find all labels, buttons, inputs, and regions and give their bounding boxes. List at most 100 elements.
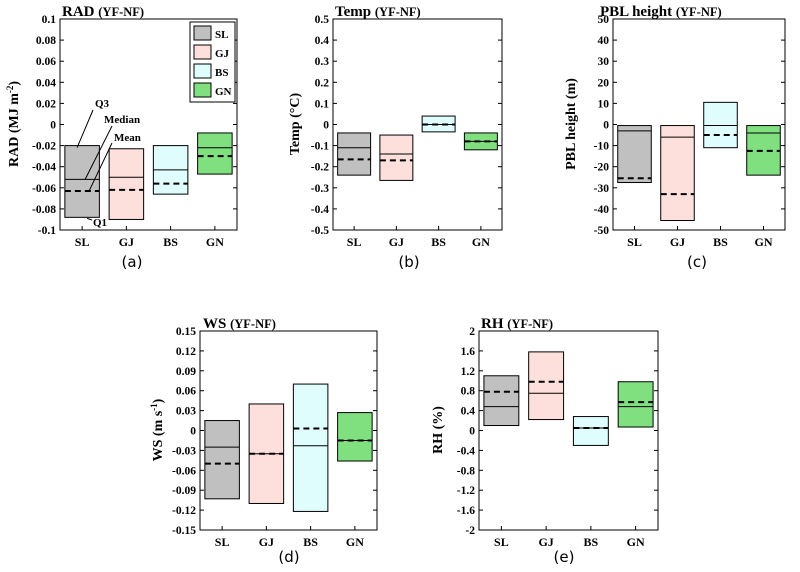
y-axis-label: Temp (°C) xyxy=(288,93,303,156)
chart-panel-2: -0.5 -0.4 -0.3 -0.2 -0.1 0 0.1 0.2 0.3 0.4 0.5 SL GJ… xyxy=(288,4,503,271)
y-tick-label: -40 xyxy=(594,204,610,216)
y-tick-label: 0 xyxy=(603,120,609,132)
x-tick-label-GN: GN xyxy=(472,235,490,249)
y-tick-label: -0.4 xyxy=(311,204,329,216)
chart-title-main: Temp xyxy=(335,4,375,20)
chart-panel-3: -50 -40 -30 -20 -10 0 10 20 30 40 50 SL GJ BS GN PBL he… xyxy=(564,4,786,271)
x-tick-label-GN: GN xyxy=(346,535,364,549)
median-annotation: Median xyxy=(104,114,140,126)
legend-swatch-GN xyxy=(193,82,212,98)
box-BS xyxy=(703,101,738,149)
x-tick-label-SL: SL xyxy=(627,235,642,249)
y-tick-label: 0.06 xyxy=(176,386,196,398)
box-GN xyxy=(337,412,373,462)
plot-frame xyxy=(332,18,503,231)
box-SL xyxy=(337,132,372,176)
q3-pointer xyxy=(76,109,94,148)
median-pointer xyxy=(84,125,113,180)
x-tick-label-SL: SL xyxy=(215,535,230,549)
y-axis-label-exp: -1 xyxy=(149,403,159,411)
box-GN xyxy=(197,132,233,175)
chart-title: WS (YF-NF) xyxy=(203,316,276,332)
y-axis-label-exp: -2 xyxy=(5,85,15,93)
panel-caption: (c) xyxy=(687,253,707,271)
y-tick-label: 0.4 xyxy=(461,406,476,418)
box-SL xyxy=(617,125,652,184)
q1-annotation: Q1 xyxy=(93,217,107,229)
q3-annotation: Q3 xyxy=(95,98,110,110)
x-tick-label-BS: BS xyxy=(584,535,599,549)
y-tick-label: 0 xyxy=(190,426,196,438)
x-tick-label-GJ: GJ xyxy=(119,235,134,249)
y-tick-label: -0.3 xyxy=(311,183,329,195)
y-axis-label: PBL height (m) xyxy=(564,78,579,170)
y-tick-label: 0.08 xyxy=(36,35,56,47)
x-tick-label-BS: BS xyxy=(431,235,446,249)
chart-title-suffix: (YF-NF) xyxy=(98,5,144,19)
legend-swatch-GJ xyxy=(193,44,212,60)
y-tick-label: 0 xyxy=(50,120,56,132)
chart-title-suffix: (YF-NF) xyxy=(676,5,722,19)
x-tick-label-BS: BS xyxy=(163,235,178,249)
y-tick-label: 0.3 xyxy=(315,56,330,68)
chart-title: RH (YF-NF) xyxy=(481,316,553,332)
y-axis-label: WS (m s-1) xyxy=(149,398,166,461)
y-tick-label: -0.06 xyxy=(172,465,196,477)
y-tick-label: -0.1 xyxy=(38,225,56,237)
y-tick-label: 40 xyxy=(598,35,610,47)
y-tick-label: -0.12 xyxy=(172,505,196,517)
box-GJ xyxy=(528,351,565,421)
y-tick-label: -0.09 xyxy=(172,485,196,497)
x-tick-label-GN: GN xyxy=(206,235,224,249)
chart-title-suffix: (YF-NF) xyxy=(507,317,553,331)
y-tick-label: -10 xyxy=(594,141,610,153)
y-axis-label: RAD (MJ m-2) xyxy=(5,81,22,167)
box-SL xyxy=(204,420,240,500)
y-tick-label: -0.5 xyxy=(311,225,329,237)
chart-title: RAD (YF-NF) xyxy=(62,4,144,20)
y-tick-label: 0.8 xyxy=(461,386,476,398)
mean-annotation: Mean xyxy=(114,132,141,144)
legend-label-GN: GN xyxy=(215,86,232,98)
y-tick-label: -0.08 xyxy=(32,204,56,216)
y-tick-label: -30 xyxy=(594,183,610,195)
x-tick-label-GJ: GJ xyxy=(259,535,274,549)
x-tick-label-GJ: GJ xyxy=(538,535,553,549)
chart-title: Temp (YF-NF) xyxy=(335,4,421,20)
y-tick-label: -1.2 xyxy=(457,485,475,497)
y-tick-label: 0.1 xyxy=(315,98,330,110)
x-tick-label-SL: SL xyxy=(75,235,90,249)
y-tick-label: -0.4 xyxy=(457,445,475,457)
legend: SL GJ BS GN xyxy=(189,21,236,103)
y-axis-label: RH (%) xyxy=(431,406,446,454)
y-tick-label: -0.03 xyxy=(172,445,196,457)
x-tick-label-BS: BS xyxy=(303,535,318,549)
plot-frame xyxy=(612,18,786,231)
box-GJ xyxy=(379,134,414,181)
y-tick-label: 0.5 xyxy=(315,14,330,26)
y-tick-label: -50 xyxy=(594,225,610,237)
chart-panel-5: -2 -1.6 -1.2 -0.8 -0.4 0 0.4 0.8 1.2 1.6 2 SL GJ BS GN… xyxy=(431,316,659,566)
y-axis-label-close: ) xyxy=(7,81,22,86)
legend-swatch-BS xyxy=(193,63,212,79)
y-tick-label: 20 xyxy=(598,77,610,89)
y-tick-label: -0.15 xyxy=(172,525,196,537)
chart-title-main: PBL height xyxy=(600,4,676,20)
legend-swatch-SL xyxy=(193,25,212,41)
y-tick-label: 0.15 xyxy=(176,326,196,338)
y-tick-label: -0.1 xyxy=(311,141,329,153)
y-tick-label: -1.6 xyxy=(457,505,475,517)
mean-pointer xyxy=(88,142,113,192)
annotations: Q3 Median Mean Q1 xyxy=(76,98,141,229)
x-tick-label-SL: SL xyxy=(494,535,509,549)
box-SL xyxy=(483,375,520,427)
y-axis-label-text: WS (m s xyxy=(151,410,166,461)
y-tick-label: 1.2 xyxy=(461,366,476,378)
y-tick-label: 0.09 xyxy=(176,366,196,378)
y-tick-label: -0.06 xyxy=(32,183,56,195)
y-axis-label-close: ) xyxy=(151,398,166,403)
legend-label-GJ: GJ xyxy=(215,48,230,60)
panel-caption: (e) xyxy=(554,548,575,566)
y-tick-label: 2 xyxy=(469,326,475,338)
